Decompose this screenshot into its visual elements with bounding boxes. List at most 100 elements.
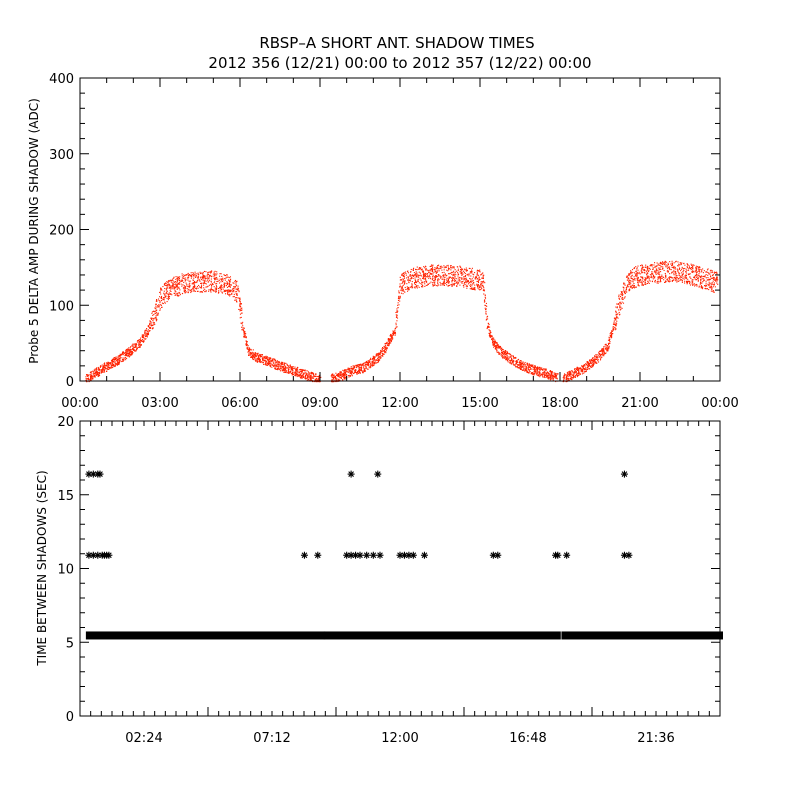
amplitude-point	[446, 281, 448, 283]
amplitude-point	[177, 295, 179, 297]
amplitude-point	[505, 353, 507, 355]
amplitude-point	[476, 280, 478, 283]
amplitude-point	[156, 314, 158, 316]
amplitude-point	[243, 327, 245, 329]
amplitude-point	[533, 372, 535, 374]
amplitude-point	[260, 354, 262, 356]
amplitude-point	[606, 345, 608, 347]
amplitude-point	[313, 377, 315, 379]
amplitude-point	[343, 376, 346, 378]
amplitude-point	[245, 337, 247, 339]
amplitude-point	[459, 269, 462, 271]
amplitude-point	[164, 302, 166, 304]
amplitude-point	[151, 324, 153, 327]
amplitude-point	[212, 290, 214, 292]
amplitude-point	[300, 375, 302, 377]
amplitude-point	[249, 354, 251, 357]
amplitude-point	[371, 360, 373, 362]
amplitude-point	[175, 284, 178, 286]
amplitude-point	[530, 365, 532, 368]
amplitude-point	[332, 373, 334, 375]
amplitude-point	[208, 289, 210, 291]
amplitude-point	[697, 265, 699, 268]
amplitude-point	[434, 284, 436, 286]
amplitude-point	[224, 293, 227, 295]
amplitude-point	[580, 365, 583, 367]
amplitude-point	[401, 274, 403, 276]
amplitude-point	[357, 364, 359, 366]
amplitude-point	[444, 276, 446, 278]
amplitude-point	[643, 279, 645, 281]
amplitude-point	[131, 354, 133, 356]
amplitude-point	[477, 286, 479, 288]
amplitude-point	[244, 336, 246, 338]
amplitude-point	[688, 274, 690, 276]
amplitude-point	[684, 264, 686, 266]
amplitude-point	[480, 285, 482, 287]
amplitude-point	[307, 376, 309, 378]
amplitude-point	[141, 340, 144, 342]
amplitude-point	[221, 278, 223, 280]
amplitude-point	[389, 335, 391, 337]
amplitude-point	[232, 287, 234, 290]
amplitude-point	[349, 369, 351, 371]
amplitude-point	[368, 360, 370, 362]
amplitude-point	[153, 322, 155, 324]
amplitude-point	[407, 272, 410, 274]
amplitude-point	[547, 377, 549, 379]
amplitude-point	[579, 373, 581, 375]
amplitude-point	[511, 355, 513, 357]
amplitude-point	[549, 374, 551, 376]
amplitude-point	[691, 271, 693, 273]
amplitude-point	[220, 273, 222, 275]
amplitude-point	[473, 282, 475, 284]
amplitude-point	[331, 381, 333, 383]
amplitude-point	[372, 358, 374, 360]
amplitude-point	[110, 366, 112, 368]
amplitude-point	[168, 297, 170, 299]
amplitude-point	[276, 364, 278, 366]
amplitude-point	[145, 338, 147, 340]
amplitude-point	[193, 277, 195, 279]
amplitude-point	[376, 361, 378, 363]
amplitude-point	[449, 265, 452, 267]
amplitude-point	[688, 267, 690, 269]
amplitude-point	[644, 283, 646, 285]
amplitude-point	[237, 288, 240, 290]
amplitude-point	[507, 361, 509, 363]
amplitude-point	[331, 378, 333, 380]
amplitude-point	[404, 280, 406, 282]
bottom-y-axis-label: TIME BETWEEN SHADOWS (SEC)	[35, 470, 49, 666]
amplitude-point	[303, 375, 305, 377]
amplitude-point	[648, 270, 650, 273]
amplitude-point	[534, 367, 536, 369]
amplitude-point	[697, 278, 699, 280]
amplitude-point	[388, 342, 390, 345]
amplitude-point	[491, 337, 493, 339]
amplitude-point	[469, 288, 471, 290]
amplitude-point	[280, 362, 282, 364]
amplitude-point	[660, 265, 662, 267]
amplitude-point	[523, 369, 525, 371]
amplitude-point	[90, 374, 92, 376]
amplitude-point	[578, 374, 580, 376]
amplitude-point	[631, 274, 633, 276]
amplitude-point	[434, 278, 436, 280]
amplitude-point	[134, 349, 136, 351]
amplitude-point	[92, 377, 94, 379]
amplitude-point	[518, 361, 520, 363]
amplitude-point	[575, 370, 577, 372]
amplitude-point	[632, 279, 634, 281]
amplitude-point	[113, 361, 115, 363]
amplitude-point	[539, 374, 541, 377]
amplitude-point	[604, 346, 606, 348]
amplitude-point	[636, 273, 638, 275]
amplitude-point	[434, 281, 436, 283]
amplitude-point	[369, 365, 371, 367]
amplitude-point	[425, 273, 427, 275]
amplitude-point	[214, 278, 216, 280]
amplitude-point	[681, 281, 683, 283]
amplitude-point	[425, 278, 427, 280]
amplitude-point	[678, 263, 680, 265]
amplitude-point	[344, 378, 346, 380]
